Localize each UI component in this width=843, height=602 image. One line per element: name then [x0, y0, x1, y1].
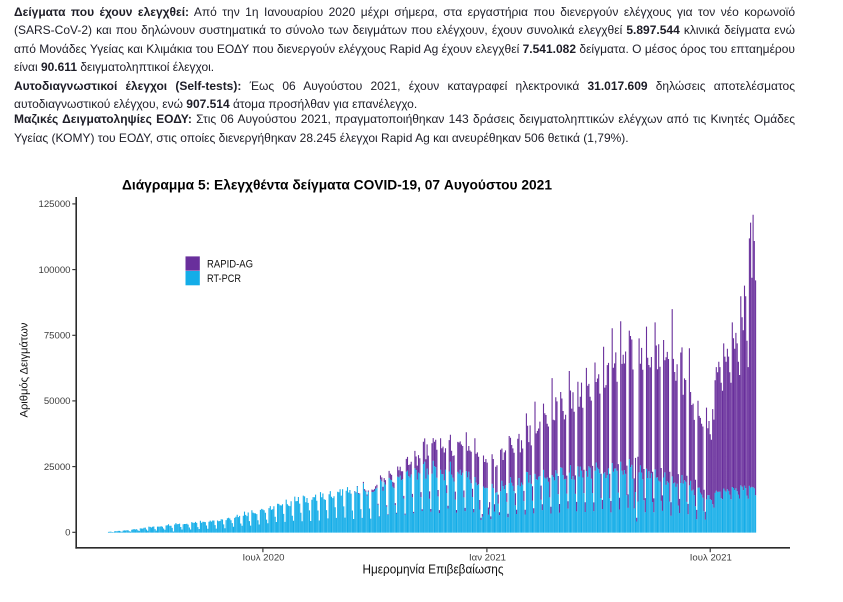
- svg-text:Ιαν 2021: Ιαν 2021: [469, 553, 506, 564]
- svg-text:50000: 50000: [44, 396, 71, 407]
- svg-text:Ιουλ 2020: Ιουλ 2020: [242, 553, 284, 564]
- svg-text:RT-PCR: RT-PCR: [207, 273, 241, 285]
- svg-text:0: 0: [65, 528, 70, 539]
- svg-text:75000: 75000: [44, 331, 71, 342]
- svg-text:100000: 100000: [38, 265, 70, 276]
- svg-text:RAPID-AG: RAPID-AG: [207, 258, 253, 270]
- svg-text:Ημερομηνία Επιβεβαίωσης: Ημερομηνία Επιβεβαίωσης: [363, 563, 504, 577]
- svg-text:Διάγραμμα 5: Ελεγχθέντα δείγμα: Διάγραμμα 5: Ελεγχθέντα δείγματα COVID-1…: [122, 178, 552, 193]
- svg-text:Αριθμός Δειγμάτων: Αριθμός Δειγμάτων: [19, 322, 31, 417]
- svg-text:125000: 125000: [38, 199, 70, 210]
- svg-text:Ιουλ 2021: Ιουλ 2021: [690, 553, 732, 564]
- svg-text:25000: 25000: [44, 462, 71, 473]
